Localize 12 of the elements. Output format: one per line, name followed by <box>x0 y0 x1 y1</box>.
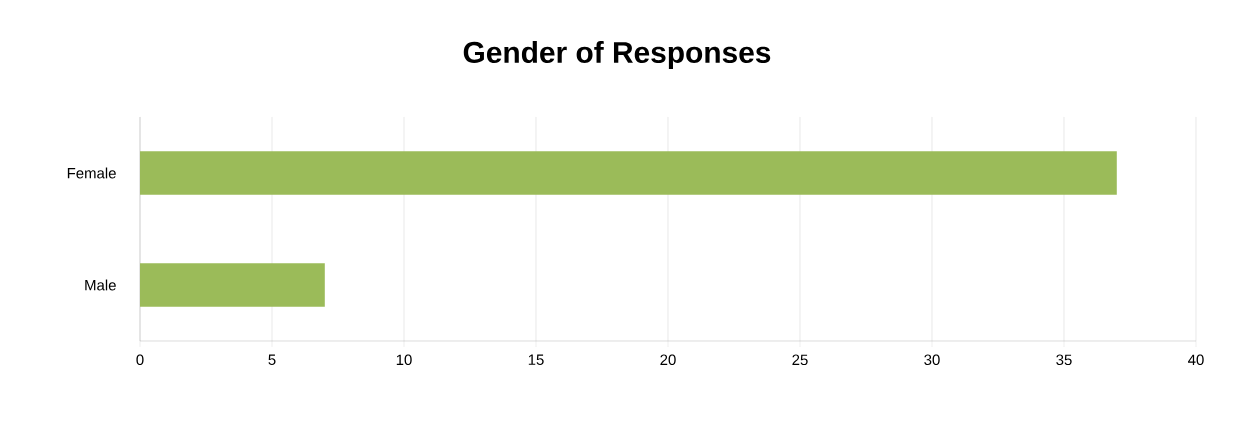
x-tick-label: 0 <box>136 354 144 366</box>
y-tick-label: Female <box>67 167 116 179</box>
x-tick-label: 25 <box>792 354 808 366</box>
x-tick-label: 30 <box>924 354 940 366</box>
x-tick-label: 10 <box>396 354 412 366</box>
x-tick-label: 40 <box>1188 354 1204 366</box>
x-tick-label: 5 <box>268 354 276 365</box>
x-tick-label: 20 <box>660 354 676 366</box>
y-tick-label: Male <box>85 279 116 291</box>
x-tick-label: 15 <box>528 354 544 365</box>
chart-title: Gender of Responses <box>463 41 771 69</box>
x-tick-label: 35 <box>1056 354 1072 366</box>
